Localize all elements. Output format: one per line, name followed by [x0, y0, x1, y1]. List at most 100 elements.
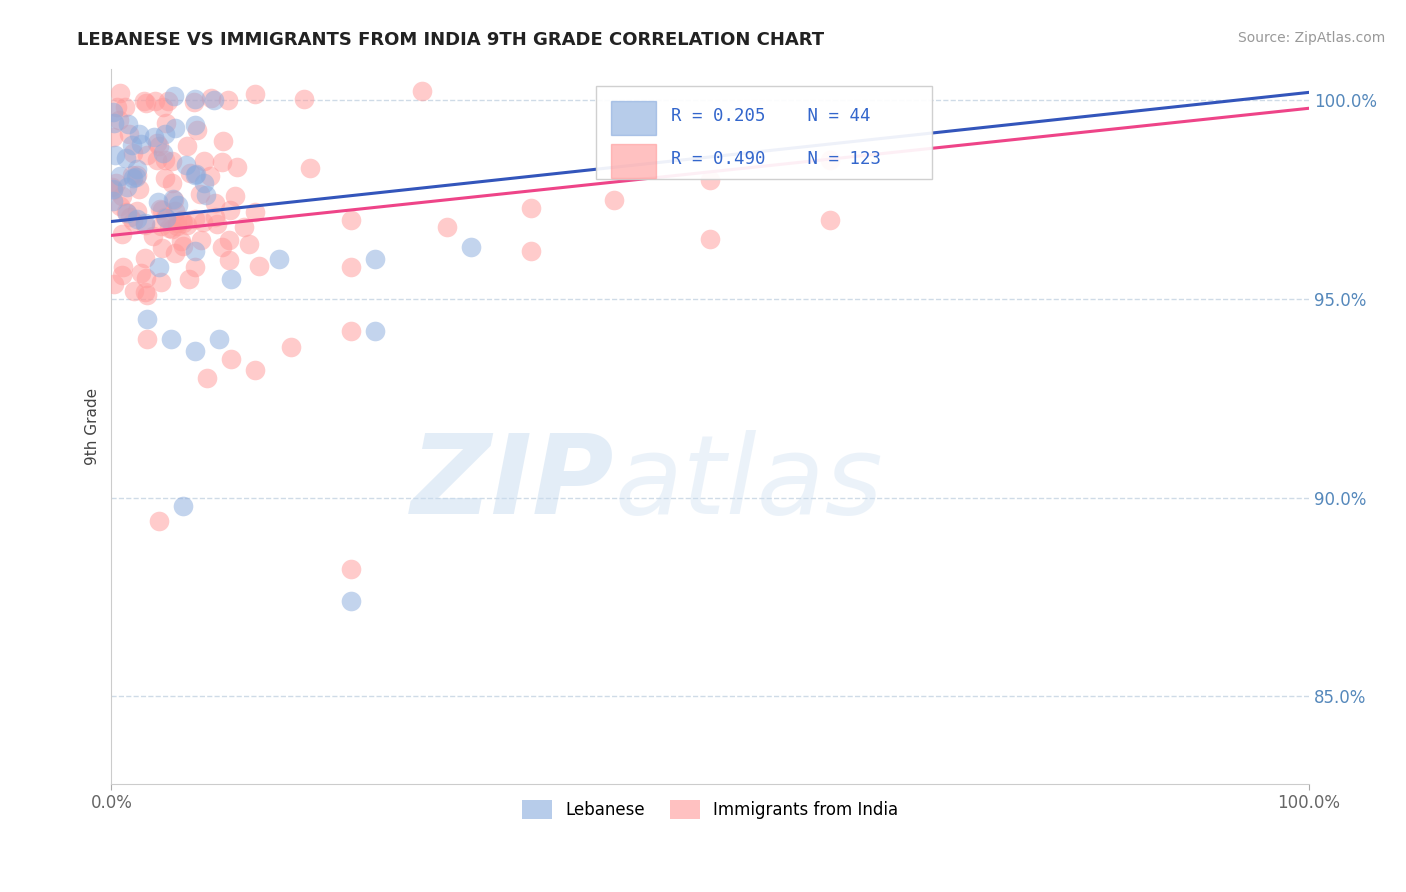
Point	[105, 100, 128, 114]
Point	[519, 244, 541, 259]
Point	[115, 205, 138, 219]
Point	[104, 176, 127, 190]
Point	[103, 182, 125, 196]
Point	[160, 332, 183, 346]
Point	[294, 92, 316, 106]
Point	[103, 116, 125, 130]
Point	[224, 189, 246, 203]
Point	[204, 195, 226, 210]
Point	[176, 139, 198, 153]
Point	[166, 198, 188, 212]
Point	[172, 239, 194, 253]
Point	[148, 139, 170, 153]
Point	[101, 129, 124, 144]
Point	[155, 127, 177, 141]
Point	[155, 116, 177, 130]
Point	[218, 202, 240, 217]
Point	[115, 180, 138, 194]
Point	[340, 324, 363, 338]
Text: ZIP: ZIP	[411, 430, 614, 537]
Point	[122, 171, 145, 186]
Point	[163, 246, 186, 260]
Point	[136, 148, 159, 162]
Point	[150, 219, 173, 234]
Point	[150, 240, 173, 254]
Point	[143, 130, 166, 145]
Point	[699, 173, 721, 187]
Point	[340, 594, 363, 608]
Point	[101, 105, 124, 120]
Point	[818, 153, 841, 167]
Point	[120, 210, 142, 224]
Point	[145, 136, 167, 150]
Point	[135, 96, 157, 111]
Point	[127, 211, 149, 226]
Point	[184, 244, 207, 259]
Point	[135, 271, 157, 285]
Point	[184, 118, 207, 132]
Point	[134, 251, 156, 265]
Point	[146, 153, 169, 167]
Point	[298, 161, 321, 175]
Point	[225, 160, 247, 174]
Point	[146, 195, 169, 210]
Point	[125, 170, 148, 185]
Point	[135, 287, 157, 301]
Point	[148, 260, 170, 275]
Point	[108, 169, 131, 183]
Point	[184, 343, 207, 358]
Point	[103, 194, 125, 208]
Point	[186, 167, 208, 181]
Point	[112, 260, 135, 274]
Point	[193, 177, 215, 191]
Point	[111, 227, 134, 241]
Point	[243, 87, 266, 102]
FancyBboxPatch shape	[596, 87, 932, 179]
Point	[104, 148, 127, 162]
Point	[121, 168, 143, 182]
Point	[364, 252, 387, 267]
Point	[519, 201, 541, 215]
Point	[364, 324, 387, 338]
Point	[134, 216, 156, 230]
Point	[179, 166, 201, 180]
Text: atlas: atlas	[614, 430, 883, 537]
Point	[176, 158, 198, 172]
Point	[208, 332, 231, 346]
Point	[129, 266, 152, 280]
Point	[411, 84, 433, 98]
Point	[267, 252, 290, 267]
Point	[340, 260, 363, 275]
FancyBboxPatch shape	[610, 101, 657, 135]
Point	[217, 93, 239, 107]
Point	[163, 121, 186, 136]
Point	[166, 216, 188, 230]
Point	[176, 219, 198, 233]
Text: Source: ZipAtlas.com: Source: ZipAtlas.com	[1237, 31, 1385, 45]
Point	[114, 100, 136, 114]
Point	[162, 192, 184, 206]
Point	[128, 182, 150, 196]
Point	[211, 240, 233, 254]
Point	[148, 515, 170, 529]
Point	[212, 135, 235, 149]
Point	[153, 170, 176, 185]
Point	[179, 272, 201, 286]
Point	[111, 188, 134, 202]
Point	[218, 253, 240, 268]
Point	[172, 499, 194, 513]
Point	[122, 284, 145, 298]
Point	[111, 268, 134, 282]
Point	[340, 562, 363, 576]
Point	[205, 217, 228, 231]
Point	[115, 205, 138, 219]
Point	[460, 240, 482, 254]
Point	[219, 272, 242, 286]
Legend: Lebanese, Immigrants from India: Lebanese, Immigrants from India	[516, 793, 905, 825]
Point	[163, 204, 186, 219]
Point	[247, 260, 270, 274]
Point	[129, 136, 152, 151]
Point	[190, 233, 212, 247]
Text: LEBANESE VS IMMIGRANTS FROM INDIA 9TH GRADE CORRELATION CHART: LEBANESE VS IMMIGRANTS FROM INDIA 9TH GR…	[77, 31, 824, 49]
Point	[118, 128, 141, 142]
